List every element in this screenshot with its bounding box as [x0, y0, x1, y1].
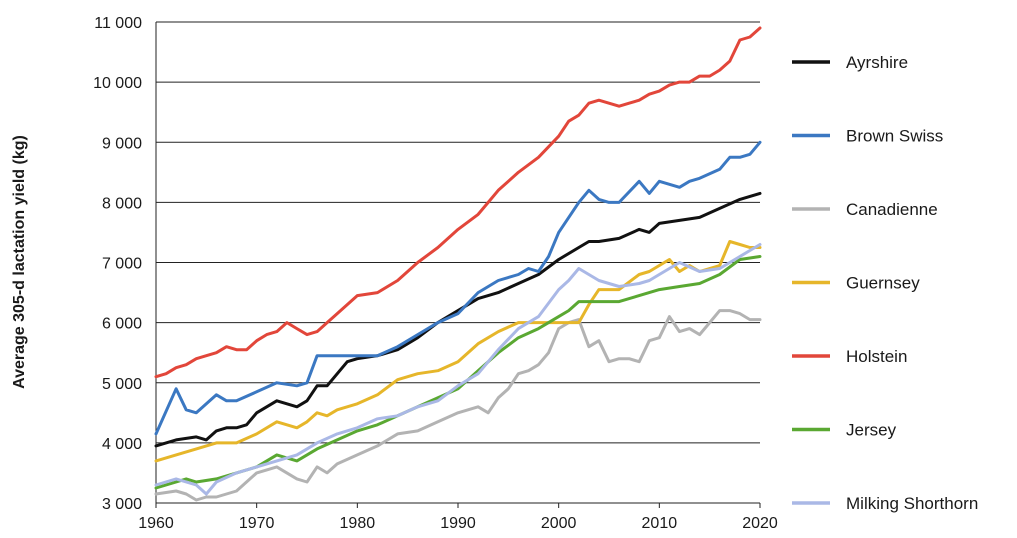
legend-label-holstein: Holstein: [846, 347, 907, 366]
series-line-holstein: [154, 26, 762, 379]
x-axis-ticks: 1960 1970 1980 1990 2000 2010 2020: [138, 503, 778, 532]
legend: Ayrshire Brown Swiss Canadienne Guernsey Hol…: [792, 53, 978, 513]
x-tick-label: 1960: [138, 515, 174, 532]
y-tick-label: 9 000: [102, 135, 142, 152]
x-tick-label: 1980: [340, 515, 376, 532]
y-tick-label: 10 000: [93, 75, 142, 92]
legend-label-milking-shorthorn: Milking Shorthorn: [846, 494, 978, 513]
y-tick-label: 3 000: [102, 496, 142, 513]
x-tick-label: 1990: [440, 515, 476, 532]
series-line-milking-shorthorn: [154, 243, 762, 496]
legend-label-guernsey: Guernsey: [846, 274, 920, 293]
legend-label-brown-swiss: Brown Swiss: [846, 127, 943, 146]
x-tick-label: 2010: [642, 515, 678, 532]
y-tick-label: 4 000: [102, 436, 142, 453]
y-tick-label: 8 000: [102, 195, 142, 212]
y-tick-label: 6 000: [102, 316, 142, 333]
series-line-brown-swiss: [154, 140, 762, 436]
x-tick-label: 1970: [239, 515, 275, 532]
x-tick-label: 2020: [742, 515, 778, 532]
y-tick-label: 7 000: [102, 256, 142, 273]
y-axis-label: Average 305-d lactation yield (kg): [11, 135, 28, 389]
gridlines: [155, 21, 760, 504]
series-line-guernsey: [154, 240, 762, 463]
legend-label-canadienne: Canadienne: [846, 200, 938, 219]
y-tick-label: 5 000: [102, 376, 142, 393]
series-lines: [154, 26, 762, 502]
legend-label-ayrshire: Ayrshire: [846, 53, 908, 72]
y-tick-label: 11 000: [94, 15, 142, 32]
x-tick-label: 2000: [541, 515, 577, 532]
y-axis-ticks: 3 000 4 000 5 000 6 000 7 000 8 000 9 000 10 00…: [93, 15, 142, 513]
legend-label-jersey: Jersey: [846, 421, 897, 440]
series-line-canadienne: [154, 309, 762, 502]
series-line-jersey: [154, 255, 762, 490]
